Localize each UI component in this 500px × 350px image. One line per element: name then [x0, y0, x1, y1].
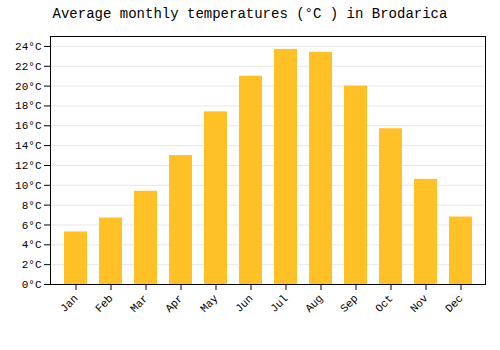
svg-text:22°C: 22°C — [15, 61, 42, 73]
svg-text:20°C: 20°C — [15, 81, 42, 93]
svg-text:Jul: Jul — [268, 292, 290, 314]
svg-text:Feb: Feb — [93, 292, 115, 314]
svg-text:Dec: Dec — [443, 292, 465, 314]
svg-text:2°C: 2°C — [22, 259, 42, 271]
svg-text:Sep: Sep — [338, 292, 360, 314]
svg-text:Nov: Nov — [408, 292, 431, 315]
svg-text:0°C: 0°C — [22, 279, 42, 291]
svg-text:4°C: 4°C — [22, 239, 42, 251]
svg-text:8°C: 8°C — [22, 200, 42, 212]
svg-text:16°C: 16°C — [15, 120, 42, 132]
svg-text:Oct: Oct — [373, 292, 395, 314]
svg-text:14°C: 14°C — [15, 140, 42, 152]
html-text:Average monthly temperatures (: Average monthly temperatures (°C ) in Br… — [52, 6, 448, 22]
svg-text:Jan: Jan — [58, 292, 80, 314]
svg-text:Jun: Jun — [233, 292, 255, 314]
svg-text:Apr: Apr — [163, 292, 185, 314]
svg-text:24°C: 24°C — [15, 41, 42, 53]
svg-text:18°C: 18°C — [15, 100, 42, 112]
svg-text:12°C: 12°C — [15, 160, 42, 172]
svg-text:6°C: 6°C — [22, 220, 42, 232]
svg-text:10°C: 10°C — [15, 180, 42, 192]
svg-text:Aug: Aug — [303, 292, 325, 314]
svg-text:Mar: Mar — [128, 292, 150, 314]
svg-text:May: May — [198, 292, 221, 315]
